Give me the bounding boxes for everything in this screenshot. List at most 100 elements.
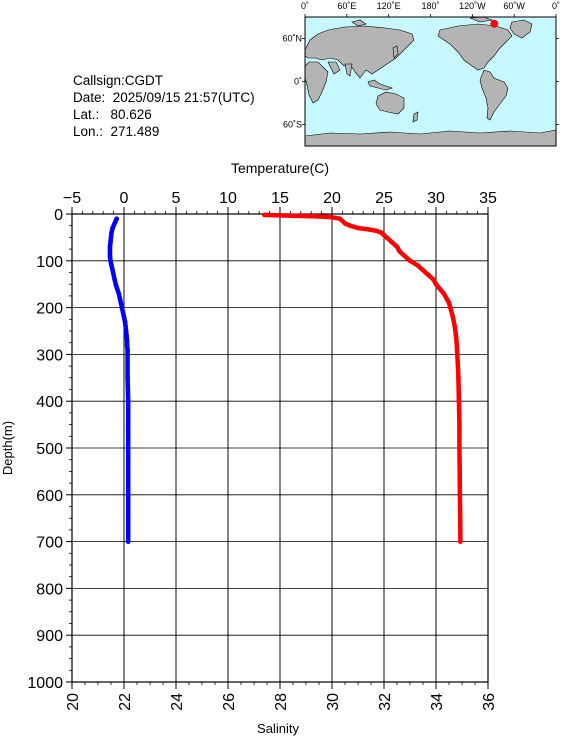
depth-axis-label: Depth(m)	[0, 421, 15, 475]
depth-tick-label: 200	[36, 301, 63, 318]
temperature-point	[110, 225, 115, 231]
temperature-point	[125, 445, 131, 451]
temperature-tick-label: 20	[323, 190, 341, 207]
salinity-point	[329, 215, 335, 220]
temperature-point	[122, 319, 128, 324]
land-japan	[392, 45, 399, 59]
salinity-tick-label: 26	[221, 693, 238, 711]
salinity-point	[394, 244, 400, 250]
salinity-tick-label: 22	[117, 693, 134, 711]
depth-tick-label: 1000	[27, 675, 63, 692]
depth-tick-label: 100	[36, 254, 63, 271]
temperature-point	[120, 310, 126, 315]
salinity-point	[311, 214, 317, 219]
map-lon-label: 120˚E	[377, 1, 401, 11]
depth-tick-label: 300	[36, 347, 63, 364]
land-africa	[304, 61, 329, 104]
salinity-tick-label: 34	[429, 693, 446, 711]
temperature-tick-label: 15	[271, 190, 289, 207]
salinity-point	[262, 212, 267, 218]
depth-tick-label: 0	[54, 207, 63, 224]
salinity-tick-label: 20	[65, 693, 82, 711]
lon-text: Lon.: 271.489	[73, 124, 160, 139]
salinity-point	[452, 324, 458, 329]
map-lat-label: 60˚N	[282, 34, 302, 44]
land-new-zealand	[412, 111, 419, 123]
salinity-point	[456, 398, 462, 404]
salinity-point	[446, 300, 452, 306]
salinity-tick-label: 36	[481, 693, 498, 711]
temperature-point	[124, 338, 130, 343]
salinity-point	[402, 253, 408, 259]
land-south-america	[479, 69, 509, 121]
temperature-point	[109, 230, 114, 235]
salinity-point	[457, 422, 462, 427]
salinity-point	[457, 469, 463, 474]
salinity-point	[347, 223, 353, 228]
temperature-point	[112, 277, 117, 282]
temperature-point	[123, 324, 128, 329]
temperature-point	[118, 300, 124, 306]
depth-tick-label: 900	[36, 628, 63, 645]
temperature-point	[125, 422, 131, 427]
land-indonesia	[367, 79, 393, 91]
temperature-point	[125, 375, 130, 381]
salinity-point	[415, 263, 421, 268]
depth-tick-label: 400	[36, 394, 63, 411]
temperature-point	[108, 258, 113, 264]
temperature-point	[125, 492, 131, 498]
depth-tick-label: 800	[36, 581, 63, 598]
temperature-point	[108, 235, 114, 240]
temperature-point	[109, 263, 114, 268]
temperature-tick-label: 5	[172, 190, 181, 207]
salinity-point	[441, 291, 447, 296]
salinity-point	[456, 375, 461, 381]
map-lat-label: 0˚	[294, 77, 302, 87]
temperature-point	[121, 314, 127, 320]
salinity-point	[454, 342, 460, 348]
salinity-point	[431, 277, 436, 282]
salinity-point	[437, 286, 443, 292]
callsign-text: Callsign:CGDT	[73, 73, 164, 88]
temperature-point	[124, 333, 129, 339]
temperature-tick-label: −5	[63, 190, 81, 207]
temperature-point	[107, 244, 113, 250]
temperature-tick-label: 10	[219, 190, 237, 207]
salinity-point	[457, 445, 462, 451]
salinity-point	[321, 214, 327, 220]
temperature-point	[116, 291, 122, 296]
salinity-point	[455, 361, 461, 367]
temperature-point	[108, 239, 113, 245]
salinity-point	[455, 352, 460, 357]
depth-tick-label: 600	[36, 488, 63, 505]
salinity-point	[277, 213, 283, 218]
depth-tick-label: 500	[36, 441, 63, 458]
map-lon-label: 0˚	[301, 1, 309, 11]
salinity-point	[433, 281, 439, 287]
salinity-point	[397, 249, 402, 254]
map-lon-label: 60˚W	[503, 1, 525, 11]
temperature-point	[125, 539, 131, 544]
map-lon-label: 120˚W	[459, 1, 486, 11]
temperature-point	[114, 286, 120, 292]
salinity-point	[384, 235, 389, 240]
salinity-point	[458, 539, 463, 544]
salinity-point	[366, 227, 371, 232]
temperature-tick-label: 0	[120, 190, 129, 207]
salinity-point	[457, 492, 463, 498]
temperature-point	[107, 253, 113, 259]
temperature-point	[117, 295, 123, 301]
land-greenland	[509, 19, 533, 39]
station-info: Callsign:CGDT Date: 2025/09/15 21:57(UTC…	[73, 72, 255, 140]
map-lon-label: 0˚	[552, 1, 560, 11]
salinity-point	[425, 272, 431, 278]
map-lon-label: 180˚	[421, 1, 439, 11]
temperature-point	[125, 398, 131, 404]
salinity-point	[450, 314, 456, 320]
land-eurasia	[304, 25, 415, 79]
temperature-point	[107, 249, 113, 254]
temperature-point	[119, 305, 125, 310]
salinity-point	[342, 221, 348, 226]
